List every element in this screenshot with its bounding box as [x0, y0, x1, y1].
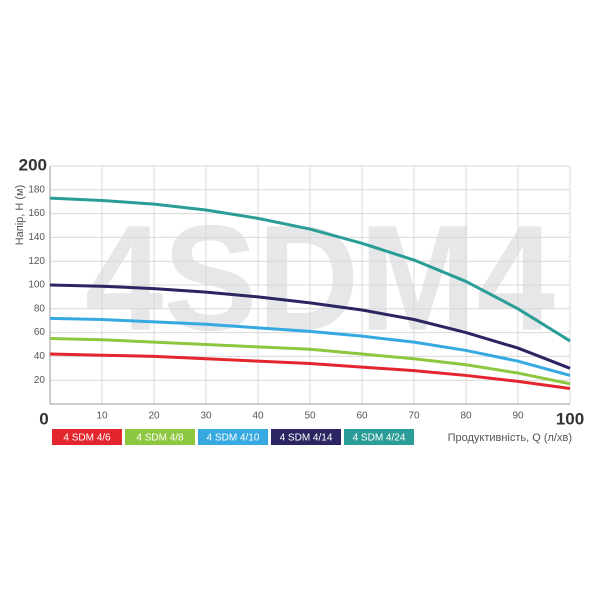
- y-tick-label: 200: [19, 155, 47, 174]
- x-tick-label: 70: [408, 411, 420, 422]
- x-tick-label: 30: [200, 411, 212, 422]
- y-tick-label: 100: [28, 280, 45, 291]
- y-tick-label: 180: [28, 184, 45, 195]
- series-line: [49, 337, 571, 386]
- series-line: [49, 283, 571, 370]
- legend-label: 4 SDM 4/6: [63, 433, 111, 444]
- legend-swatch: [198, 429, 268, 445]
- legend-swatch: [125, 429, 195, 445]
- x-tick-label: 80: [460, 411, 472, 422]
- grid: [49, 165, 571, 405]
- legend-swatch: [344, 429, 414, 445]
- x-tick-label: 50: [304, 411, 316, 422]
- y-tick-label: 60: [34, 327, 46, 338]
- y-tick-label: 20: [34, 375, 46, 386]
- legend-label: 4 SDM 4/24: [353, 433, 406, 444]
- legend-swatch: [52, 429, 122, 445]
- x-tick-label: 40: [252, 411, 264, 422]
- y-axis-title: Напір, H (м): [14, 185, 26, 246]
- x-tick-label: 20: [148, 411, 160, 422]
- series-line: [49, 196, 571, 343]
- legend-label: 4 SDM 4/14: [280, 433, 333, 444]
- x-tick-label: 10: [96, 411, 108, 422]
- x-tick-label: 60: [356, 411, 368, 422]
- x-tick-label: 90: [512, 411, 524, 422]
- x-axis-title: Продуктивність, Q (л/хв): [448, 432, 572, 444]
- series-line: [49, 316, 571, 377]
- y-tick-label: 120: [28, 256, 45, 267]
- legend-label: 4 SDM 4/10: [207, 433, 260, 444]
- watermark: 4SDM4: [85, 194, 555, 362]
- x-tick-label: 0: [39, 409, 48, 428]
- y-tick-label: 140: [28, 232, 45, 243]
- plot: [49, 196, 571, 391]
- legend-swatch: [271, 429, 341, 445]
- y-tick-label: 80: [34, 303, 46, 314]
- y-tick-label: 160: [28, 208, 45, 219]
- series-line: [49, 352, 571, 391]
- y-tick-label: 40: [34, 351, 46, 362]
- x-tick-label: 100: [556, 409, 584, 428]
- legend-label: 4 SDM 4/8: [136, 433, 184, 444]
